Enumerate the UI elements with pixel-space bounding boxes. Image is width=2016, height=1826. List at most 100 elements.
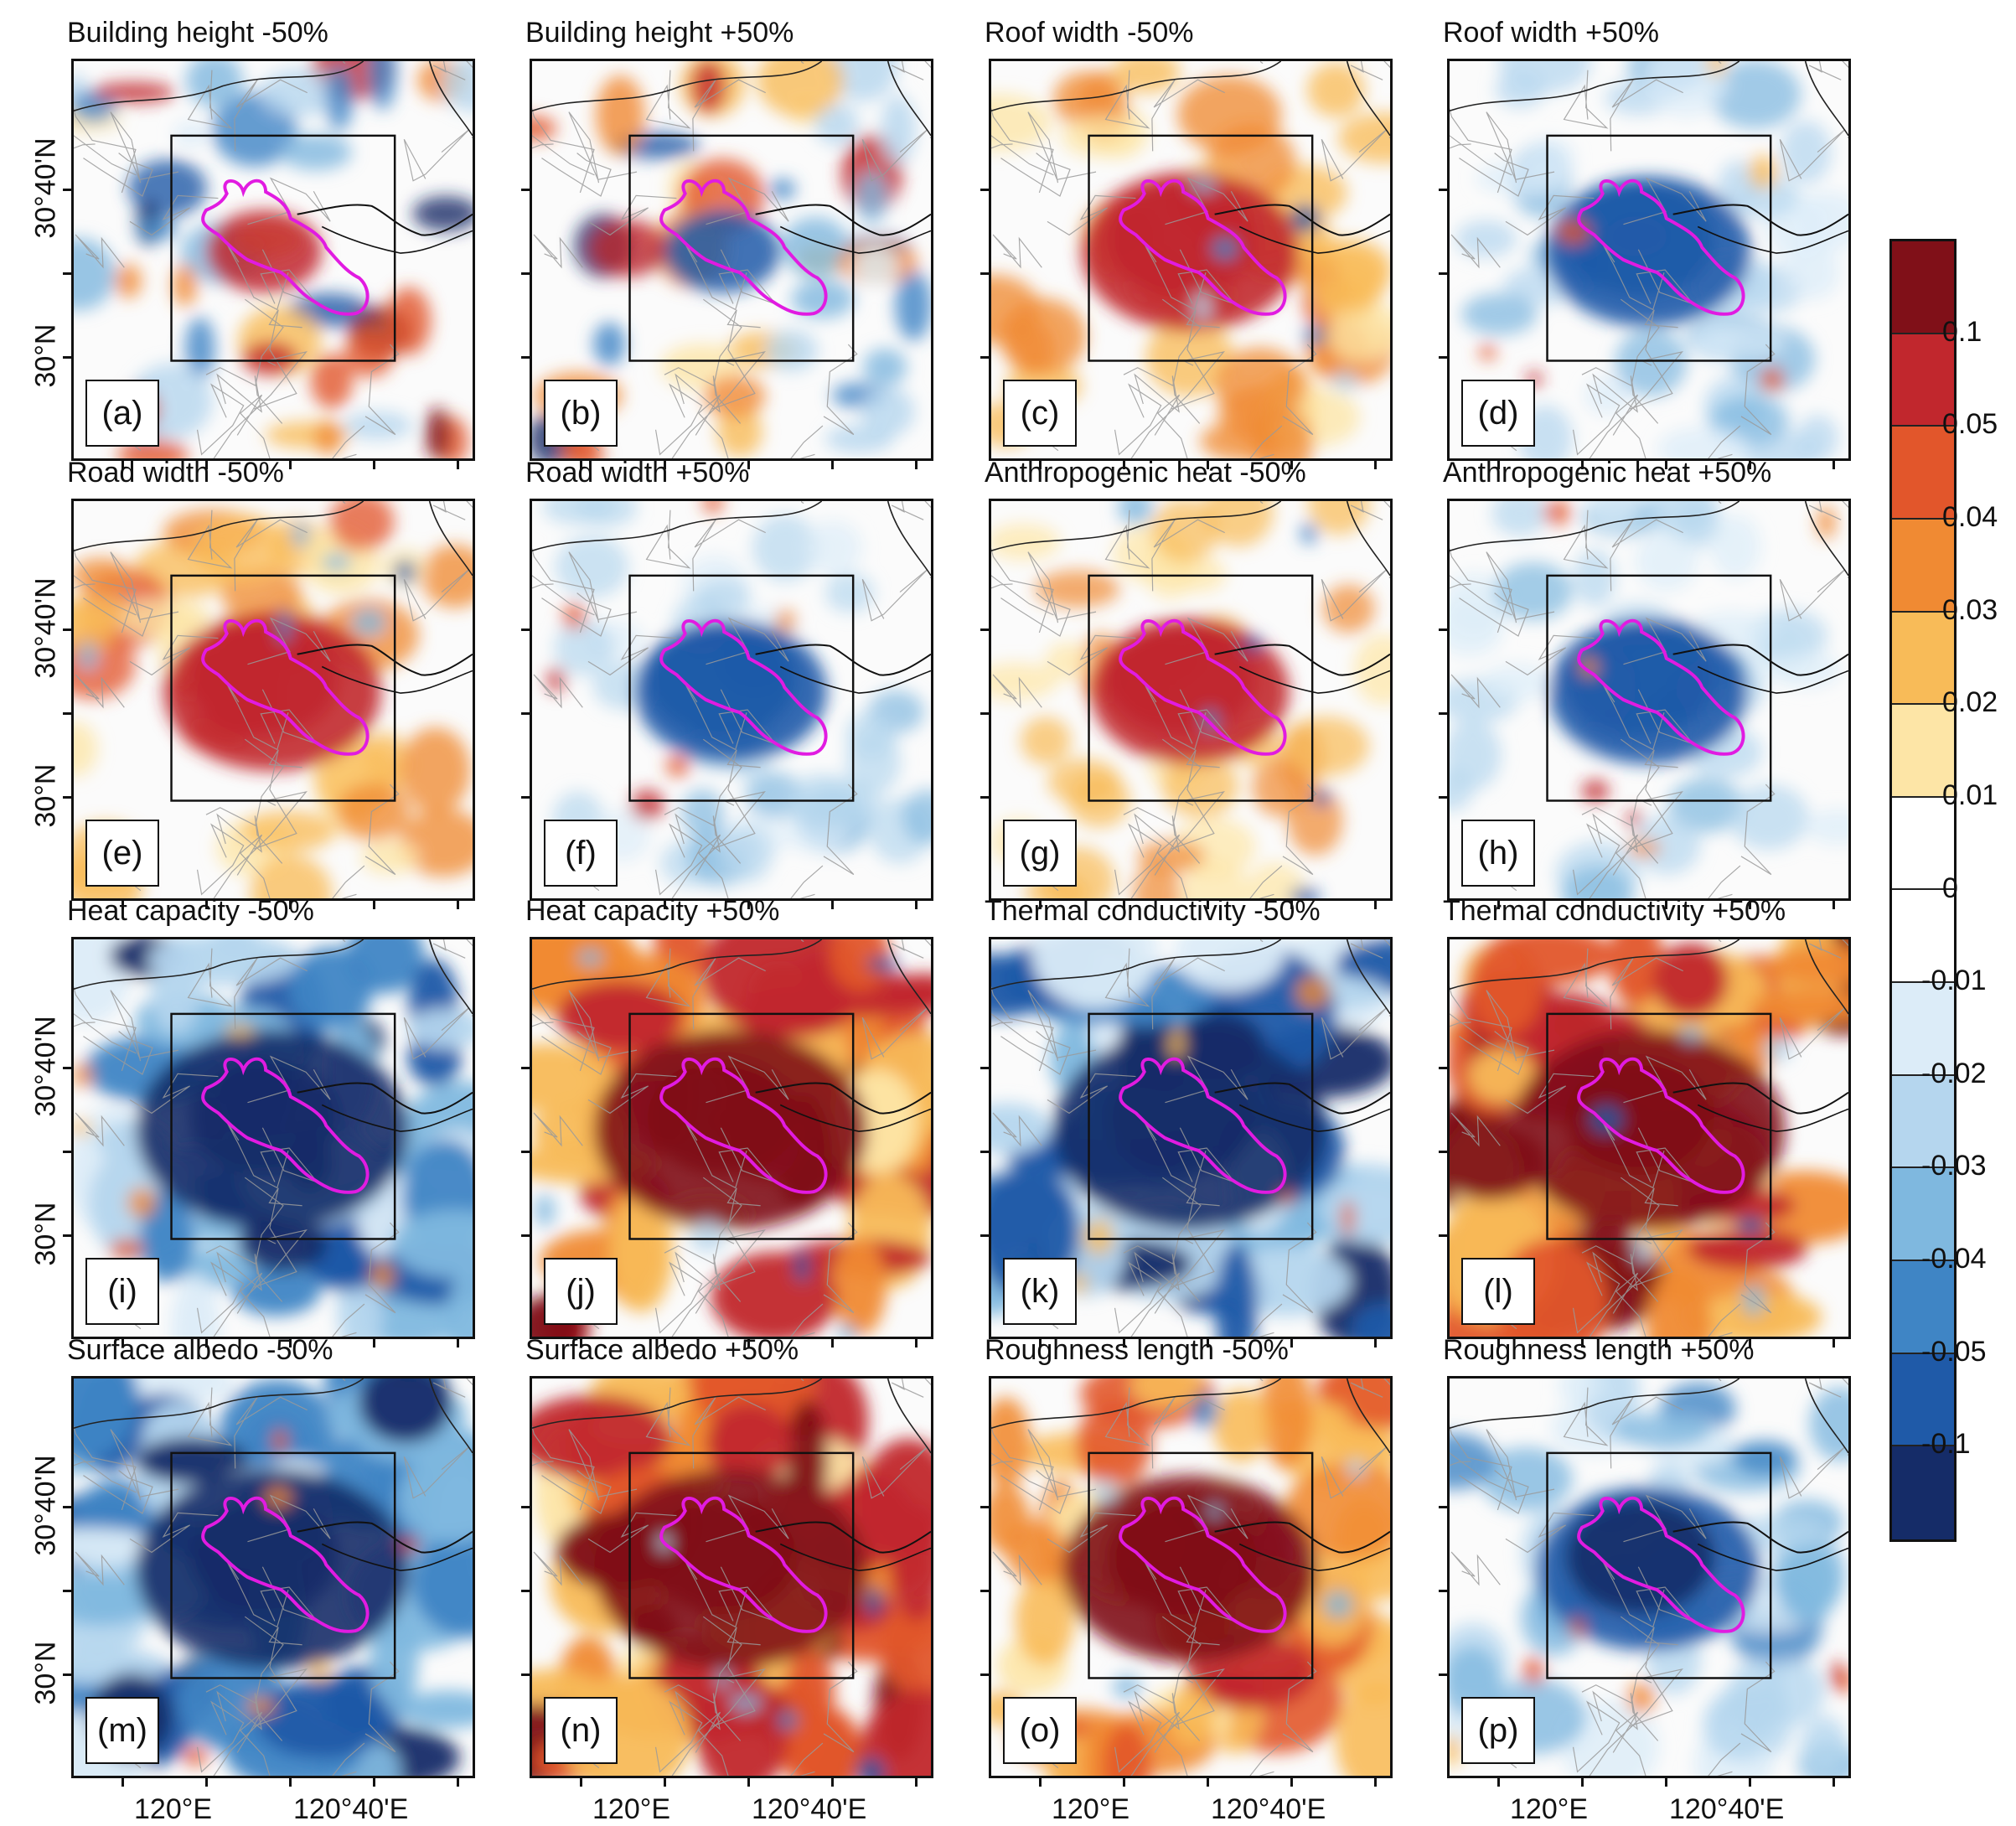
anomaly-field <box>532 939 931 1337</box>
anomaly-field <box>74 1379 473 1776</box>
admin-boundaries <box>991 939 1390 1337</box>
x-tick <box>580 1778 582 1787</box>
y-tick <box>1439 1673 1447 1676</box>
y-tick <box>63 1506 71 1508</box>
panel-title: Heat capacity +50% <box>525 895 780 927</box>
x-tick <box>831 1339 834 1348</box>
inner-domain-box <box>628 574 855 802</box>
x-tick <box>373 901 375 909</box>
x-tick <box>831 901 834 909</box>
x-tick <box>1374 1778 1377 1787</box>
lon-label: 120°40'E <box>752 1793 867 1825</box>
x-tick <box>1039 461 1042 469</box>
y-tick <box>63 796 71 799</box>
map-panel-n: (n) <box>530 1376 933 1778</box>
y-tick <box>1439 1506 1447 1508</box>
urban-boundary <box>659 1496 828 1633</box>
colorbar-label: 0.04 <box>1942 500 1998 533</box>
inner-domain-box <box>170 574 396 802</box>
map-panel-k: (k) <box>989 937 1393 1339</box>
panel-title: Road width -50% <box>67 457 284 489</box>
inner-domain-box <box>1088 1012 1314 1240</box>
x-tick <box>1207 1339 1209 1348</box>
x-tick <box>289 1778 292 1787</box>
map-field <box>74 1379 473 1776</box>
x-tick <box>373 1778 375 1787</box>
map-field <box>74 61 473 458</box>
x-tick <box>831 1778 834 1787</box>
x-tick <box>1290 461 1293 469</box>
lat-label: 30°40'N <box>29 1016 62 1117</box>
x-tick <box>373 461 375 469</box>
colorbar-label: -0.1 <box>1921 1428 1971 1461</box>
y-tick <box>1439 356 1447 359</box>
x-tick <box>1374 901 1377 909</box>
x-tick <box>747 1339 750 1348</box>
x-tick <box>915 901 918 909</box>
y-tick <box>521 1234 530 1237</box>
x-tick <box>915 461 918 469</box>
map-panel-o: (o) <box>989 1376 1393 1778</box>
y-tick <box>521 189 530 191</box>
inner-domain-box <box>170 1012 396 1240</box>
y-tick <box>1439 1151 1447 1153</box>
lat-label: 30°N <box>29 1641 62 1705</box>
x-tick <box>457 461 459 469</box>
x-tick <box>1374 1339 1377 1348</box>
x-tick <box>1290 901 1293 909</box>
map-panel-h: (h) <box>1447 499 1851 901</box>
y-tick <box>980 272 989 275</box>
x-tick <box>1749 1778 1751 1787</box>
anomaly-field <box>991 1379 1390 1776</box>
colorbar-segment <box>1892 797 1954 891</box>
panel-letter: (o) <box>1003 1697 1077 1764</box>
lon-label: 120°E <box>592 1793 671 1825</box>
x-tick <box>1665 901 1667 909</box>
panel-title: Surface albedo -50% <box>67 1334 333 1366</box>
y-tick <box>63 189 71 191</box>
y-tick <box>63 1590 71 1592</box>
admin-boundaries <box>1450 1379 1848 1776</box>
panel-title: Heat capacity -50% <box>67 895 314 927</box>
x-tick <box>580 901 582 909</box>
x-tick <box>121 461 124 469</box>
colorbar-label: 0.01 <box>1942 779 1998 811</box>
x-tick <box>1581 461 1584 469</box>
x-tick <box>1207 901 1209 909</box>
colorbar-label: -0.01 <box>1921 965 1987 997</box>
y-tick <box>63 356 71 359</box>
map-field <box>1450 61 1848 458</box>
y-tick <box>521 1151 530 1153</box>
colorbar-segment <box>1892 1075 1954 1169</box>
colorbar-label: 0.03 <box>1942 593 1998 626</box>
x-tick <box>1123 1339 1125 1348</box>
x-tick <box>289 1339 292 1348</box>
x-tick <box>1665 461 1667 469</box>
colorbar-label: -0.05 <box>1921 1335 1987 1368</box>
x-tick <box>915 1339 918 1348</box>
panel-title: Anthropogenic heat -50% <box>985 457 1306 489</box>
lat-label: 30°N <box>29 323 62 388</box>
x-tick <box>1749 461 1751 469</box>
anomaly-field <box>991 501 1390 898</box>
y-tick <box>521 712 530 715</box>
x-tick <box>747 901 750 909</box>
x-tick <box>664 461 666 469</box>
map-field <box>991 1379 1390 1776</box>
colorbar-segment <box>1892 612 1954 706</box>
x-tick <box>664 1778 666 1787</box>
y-tick <box>1439 1590 1447 1592</box>
lat-label: 30°40'N <box>29 137 62 239</box>
inner-domain-box <box>1088 574 1314 802</box>
inner-domain-box <box>628 1012 855 1240</box>
urban-boundary <box>1577 1057 1745 1194</box>
anomaly-field <box>1450 939 1848 1337</box>
anomaly-field <box>74 61 473 458</box>
lat-label: 30°N <box>29 763 62 828</box>
x-tick <box>1665 1778 1667 1787</box>
colorbar-label: 0.05 <box>1942 408 1998 441</box>
colorbar-segment <box>1892 427 1954 520</box>
inner-domain-box <box>170 1451 396 1679</box>
urban-boundary <box>201 178 370 316</box>
x-tick <box>121 1778 124 1787</box>
